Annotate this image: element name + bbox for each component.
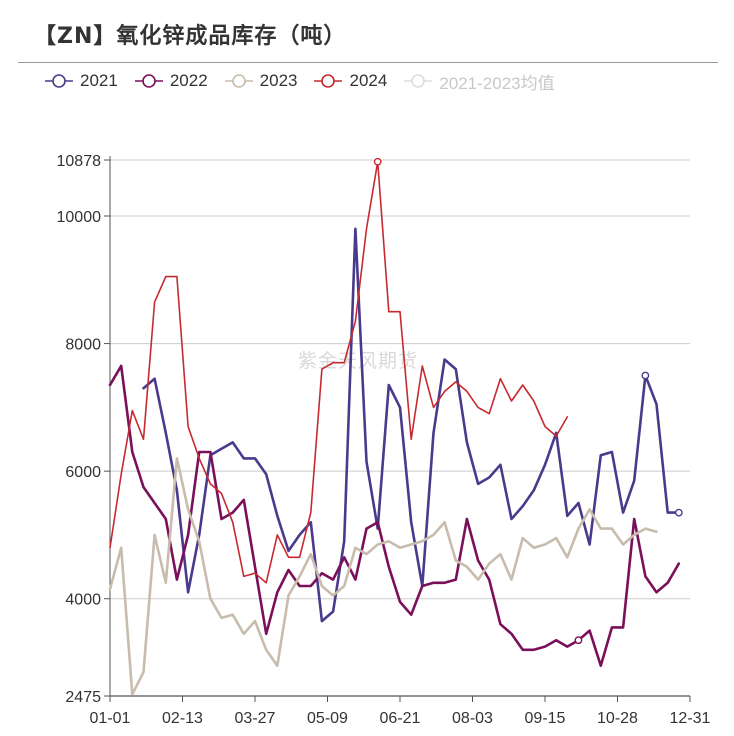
x-tick-label: 02-13: [162, 710, 203, 727]
series-line-2021: [144, 229, 679, 621]
x-tick-label: 08-03: [452, 710, 493, 727]
x-tick-label: 03-27: [235, 710, 276, 727]
series-point-2021: [676, 509, 682, 515]
x-tick-label: 09-15: [525, 710, 566, 727]
series-point-2024: [374, 159, 380, 165]
series-point-2022: [575, 637, 581, 643]
y-tick-label: 6000: [65, 464, 101, 481]
y-tick-label: 2475: [65, 689, 101, 706]
y-tick-label: 4000: [65, 592, 101, 609]
x-tick-label: 06-21: [380, 710, 421, 727]
axes: [104, 156, 690, 702]
y-tick-label: 10878: [57, 153, 102, 170]
x-tick-label: 05-09: [307, 710, 348, 727]
y-tick-label: 10000: [57, 209, 102, 226]
series-lines: [110, 159, 682, 695]
x-tick-label: 10-28: [597, 710, 638, 727]
x-tick-label: 12-31: [670, 710, 711, 727]
x-tick-label: 01-01: [90, 710, 131, 727]
series-point-2021: [642, 372, 648, 378]
series-line-2024: [110, 162, 567, 583]
y-tick-label: 8000: [65, 337, 101, 354]
